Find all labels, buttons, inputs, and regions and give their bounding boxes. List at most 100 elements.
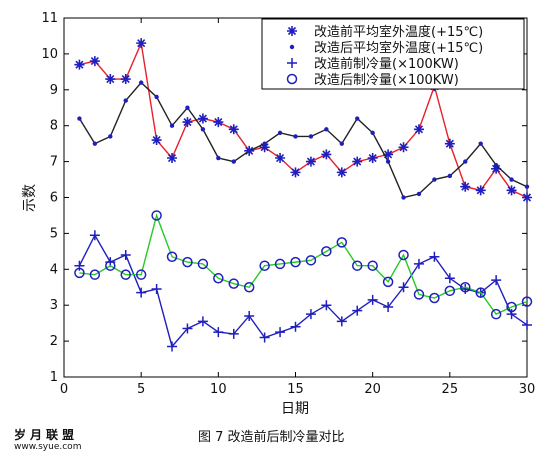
series-4 xyxy=(74,210,533,320)
data-point xyxy=(490,308,502,320)
y-tick-label: 1 xyxy=(50,370,58,385)
y-tick-label: 9 xyxy=(50,83,58,98)
data-point xyxy=(197,316,208,327)
legend-label: 改造后平均室外温度(+15℃) xyxy=(314,40,483,56)
data-point xyxy=(274,258,286,270)
data-point xyxy=(308,134,314,139)
data-point xyxy=(522,319,532,330)
site-url: www.syue.com xyxy=(14,442,82,452)
data-point xyxy=(182,256,193,268)
data-point xyxy=(351,260,363,271)
data-point xyxy=(247,148,252,154)
legend-box xyxy=(261,18,525,90)
legend-marker xyxy=(289,44,295,50)
data-point xyxy=(444,273,455,284)
data-point xyxy=(305,309,316,320)
data-point xyxy=(370,130,375,136)
data-point xyxy=(136,38,147,49)
legend: 改造前平均室外温度(+15℃)改造后平均室外温度(+15℃)改造前制冷量(×10… xyxy=(261,18,525,90)
data-point xyxy=(213,273,224,284)
legend-item: 改造前制冷量(×100KW) xyxy=(287,56,459,72)
data-point xyxy=(262,141,267,146)
data-point xyxy=(413,258,424,269)
data-point xyxy=(506,185,517,196)
x-tick-label: 30 xyxy=(519,382,536,397)
data-point xyxy=(293,134,298,139)
data-point xyxy=(413,124,424,135)
data-point xyxy=(290,321,301,332)
legend-item: 改造后平均室外温度(+15℃) xyxy=(289,40,483,56)
data-point xyxy=(324,127,329,132)
data-point xyxy=(522,192,532,203)
data-point xyxy=(401,195,406,200)
data-point xyxy=(478,141,483,146)
data-point xyxy=(460,181,471,192)
series-line xyxy=(78,81,528,199)
data-point xyxy=(416,191,422,197)
data-point xyxy=(74,59,85,70)
series-line xyxy=(79,40,528,199)
data-point xyxy=(413,289,425,300)
legend-label: 改造前制冷量(×100KW) xyxy=(314,56,459,72)
data-point xyxy=(259,142,270,153)
data-point xyxy=(74,267,85,279)
data-point xyxy=(509,177,514,182)
legend-label: 改造后制冷量(×100KW) xyxy=(314,73,459,88)
data-point xyxy=(290,167,301,178)
data-point xyxy=(105,74,116,85)
y-tick-label: 2 xyxy=(50,334,58,349)
data-point xyxy=(321,246,332,257)
data-point xyxy=(200,127,206,132)
data-point xyxy=(228,124,239,135)
data-point xyxy=(398,282,409,293)
legend-item: 改造后制冷量(×100KW) xyxy=(286,73,459,88)
data-point xyxy=(475,287,486,298)
data-point xyxy=(213,117,224,128)
data-point xyxy=(166,251,178,262)
data-point xyxy=(89,56,100,67)
data-point xyxy=(385,159,391,164)
data-point xyxy=(383,301,394,312)
data-point xyxy=(447,173,453,179)
data-point xyxy=(429,292,440,304)
data-point xyxy=(108,134,113,139)
x-tick-label: 0 xyxy=(60,382,68,397)
data-point xyxy=(213,327,224,338)
data-point xyxy=(475,185,486,196)
data-point xyxy=(336,316,347,327)
x-tick-label: 25 xyxy=(442,382,459,397)
data-point xyxy=(429,251,440,262)
data-point xyxy=(151,135,162,146)
data-point xyxy=(367,260,378,271)
data-point xyxy=(444,285,456,297)
data-point xyxy=(228,278,240,289)
data-point xyxy=(138,80,144,85)
figure-caption: 图 7 改造前后制冷量对比 xyxy=(198,430,345,445)
y-axis-label: 示数 xyxy=(22,184,38,212)
data-point xyxy=(120,249,131,260)
series-2 xyxy=(77,80,530,200)
data-point xyxy=(77,116,82,121)
data-point xyxy=(463,159,468,164)
x-axis-label: 日期 xyxy=(281,401,309,417)
data-point xyxy=(352,305,363,316)
y-tick-label: 7 xyxy=(50,155,58,170)
x-tick-label: 5 xyxy=(137,382,145,397)
data-point xyxy=(197,258,209,270)
data-point xyxy=(167,341,178,352)
data-point xyxy=(305,156,316,167)
data-point xyxy=(89,230,100,241)
data-point xyxy=(491,275,502,286)
legend-marker xyxy=(286,73,298,85)
data-point xyxy=(355,116,360,121)
data-point xyxy=(277,130,283,136)
data-point xyxy=(444,138,455,149)
data-point xyxy=(259,332,270,343)
data-point xyxy=(367,153,378,164)
data-point xyxy=(321,149,332,160)
data-point xyxy=(460,282,471,293)
data-point xyxy=(398,142,409,153)
data-point xyxy=(339,141,344,146)
data-point xyxy=(336,167,347,178)
data-point xyxy=(182,323,193,334)
